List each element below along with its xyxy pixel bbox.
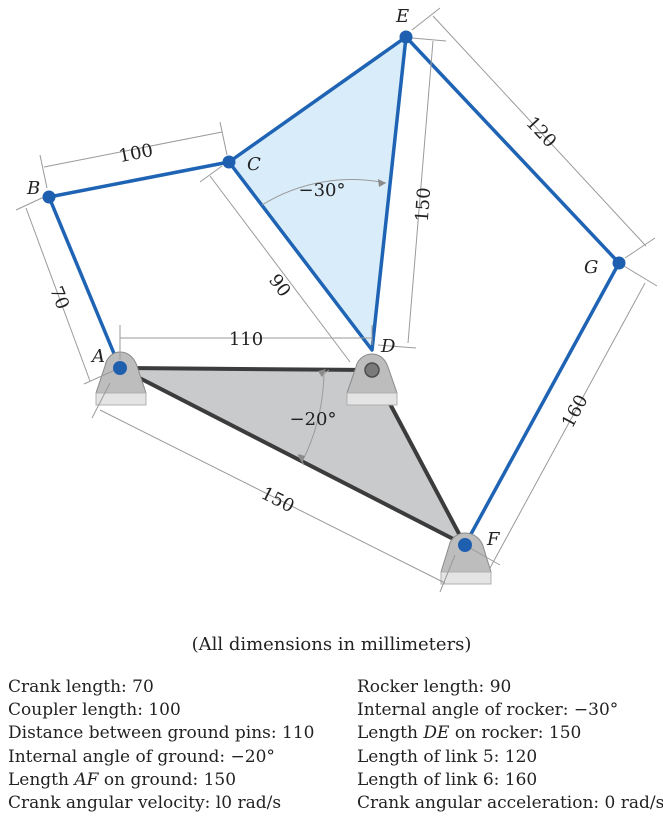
dim-crank: 70 [45, 283, 73, 312]
spec-crank-angular-acceleration: Crank angular acceleration: 0 rad/s [357, 793, 663, 814]
link5-eg [404, 35, 621, 265]
dim-af: 150 [257, 483, 297, 517]
ground-support-f [440, 532, 492, 585]
dim-de: 150 [412, 187, 435, 223]
ground-support-d [346, 353, 398, 406]
dimension-arrowheads [298, 179, 386, 462]
crank-link-ab [47, 196, 122, 369]
dim-ground-pins: 110 [229, 329, 263, 350]
spec-ground-angle: Internal angle of ground: −20° [8, 746, 275, 767]
dim-rocker: 90 [264, 270, 295, 301]
angle-ground: −20° [290, 409, 337, 430]
label-d: D [380, 336, 396, 357]
spec-rocker-angle: Internal angle of rocker: −30° [357, 700, 619, 721]
label-a: A [90, 346, 105, 367]
joint-e [399, 30, 413, 44]
spec-crank-angular-velocity: Crank angular velocity: l0 rad/s [8, 793, 282, 814]
label-b: B [26, 178, 40, 199]
label-c: C [247, 154, 261, 175]
spec-coupler-length: Coupler length: 100 [8, 700, 181, 721]
joint-c [222, 155, 236, 169]
specs-left-column: Crank length: 70 Coupler length: 100 Dis… [8, 676, 315, 815]
spec-crank-length: Crank length: 70 [8, 677, 154, 697]
dimension-lines [15, 7, 658, 593]
rocker-link-triangle [227, 35, 408, 352]
spec-af-length: Length AF on ground: 150 [8, 769, 237, 790]
dim-coupler: 100 [117, 140, 155, 167]
joint-g [612, 256, 626, 270]
label-f: F [486, 529, 501, 550]
units-caption: (All dimensions in millimeters) [191, 634, 472, 655]
joint-f [458, 538, 472, 552]
label-e: E [395, 6, 409, 27]
spec-de-length: Length DE on rocker: 150 [357, 723, 582, 744]
angle-rocker: −30° [299, 180, 346, 201]
linkage-diagram: A B C D E F G 70 100 110 90 150 120 150 … [15, 6, 658, 593]
ground-link-triangle [118, 366, 467, 547]
link6-gf [463, 262, 621, 546]
specs-right-column: Rocker length: 90 Internal angle of rock… [357, 676, 663, 815]
spec-rocker-length: Rocker length: 90 [357, 677, 512, 697]
spec-link6-length: Length of link 6: 160 [357, 769, 538, 790]
joint-b [42, 190, 56, 204]
label-g: G [584, 257, 598, 278]
coupler-link-bc [48, 160, 230, 199]
joint-d [364, 362, 380, 378]
spec-link5-length: Length of link 5: 120 [357, 746, 538, 767]
joint-a [113, 361, 127, 375]
spec-ground-pin-distance: Distance between ground pins: 110 [8, 723, 315, 744]
dim-link6: 160 [558, 391, 593, 431]
